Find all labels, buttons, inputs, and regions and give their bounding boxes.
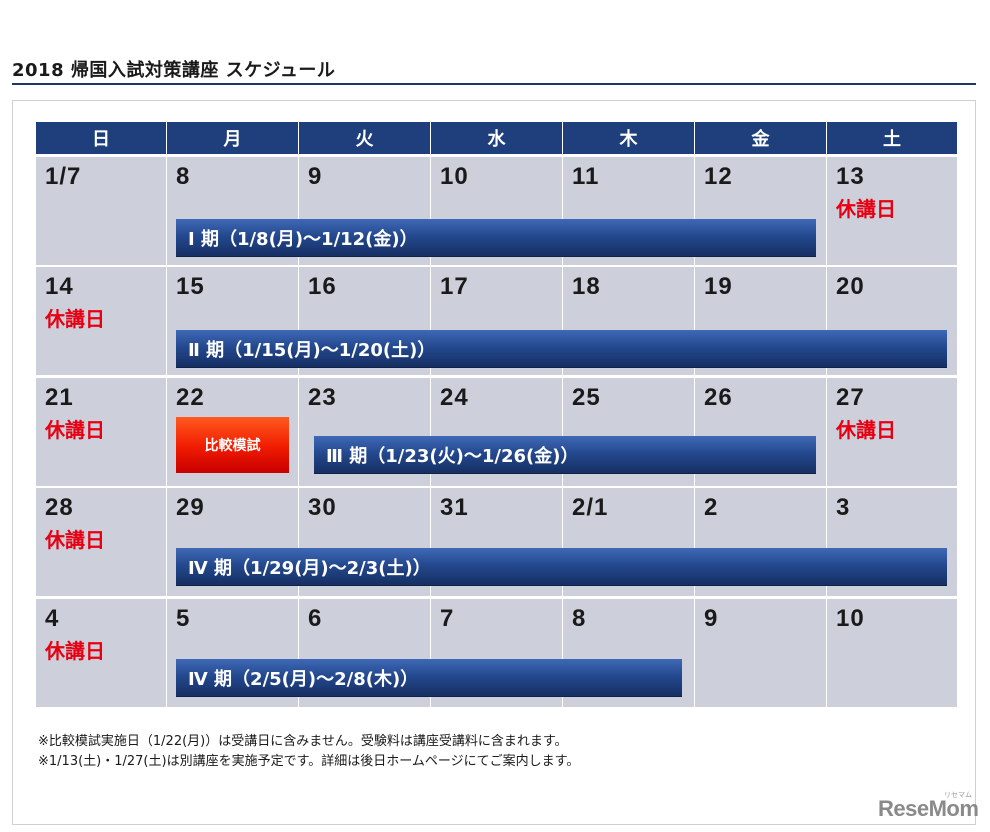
calendar-day-cell: 14 休講日: [36, 267, 166, 375]
weekday-header: 土: [827, 122, 957, 154]
calendar-day-cell: 27 休講日: [827, 378, 957, 486]
course-period-bar: Ⅰ 期（1/8(月)〜1/12(金)）: [176, 219, 816, 257]
day-number: 10: [440, 163, 469, 190]
closed-day-label: 休講日: [45, 307, 105, 331]
day-number: 26: [704, 384, 733, 411]
day-number: 31: [440, 494, 469, 521]
day-number: 6: [308, 605, 323, 632]
calendar-day-cell: 10: [827, 599, 957, 707]
day-number: 5: [176, 605, 191, 632]
closed-day-label: 休講日: [45, 418, 105, 442]
schedule-calendar: 日月火水木金土 1/7 8 9 10 11 12 13 休講日 14 休講日 15 16 17 18 19 20…: [36, 122, 957, 709]
day-number: 24: [440, 384, 469, 411]
weekday-header: 金: [695, 122, 826, 154]
footnote-1: ※比較模試実施日（1/22(月)）は受講日に含みません。受験料は講座受講料に含ま…: [38, 734, 568, 749]
day-number: 23: [308, 384, 337, 411]
day-number: 9: [704, 605, 719, 632]
title-divider: [12, 83, 976, 85]
course-period-bar: Ⅱ 期（1/15(月)〜1/20(土)）: [176, 330, 947, 368]
day-number: 16: [308, 273, 337, 300]
day-number: 2: [704, 494, 719, 521]
course-period-bar: Ⅳ 期（1/29(月)〜2/3(土)）: [176, 548, 947, 586]
day-number: 1/7: [45, 163, 82, 190]
day-number: 20: [836, 273, 865, 300]
calendar-day-cell: 13 休講日: [827, 157, 957, 265]
weekday-header: 水: [431, 122, 562, 154]
content-frame: [12, 100, 976, 825]
calendar-day-cell: 9: [695, 599, 826, 707]
day-number: 8: [176, 163, 191, 190]
day-number: 3: [836, 494, 851, 521]
weekday-header: 日: [36, 122, 166, 154]
day-number: 22: [176, 384, 205, 411]
day-number: 21: [45, 384, 74, 411]
day-number: 12: [704, 163, 733, 190]
day-number: 17: [440, 273, 469, 300]
closed-day-label: 休講日: [836, 418, 896, 442]
closed-day-label: 休講日: [45, 639, 105, 663]
closed-day-label: 休講日: [836, 197, 896, 221]
day-number: 27: [836, 384, 865, 411]
course-period-bar: Ⅳ 期（2/5(月)〜2/8(木)）: [176, 659, 682, 697]
mock-exam-badge: 比較模試: [176, 417, 289, 473]
resemom-logo: ReseMom: [878, 796, 979, 821]
weekday-header: 月: [167, 122, 298, 154]
day-number: 2/1: [572, 494, 609, 521]
day-number: 14: [45, 273, 74, 300]
day-number: 4: [45, 605, 60, 632]
calendar-day-cell: 4 休講日: [36, 599, 166, 707]
day-number: 7: [440, 605, 455, 632]
footnote-2: ※1/13(土)・1/27(土)は別講座を実施予定です。詳細は後日ホームページに…: [38, 754, 580, 769]
calendar-day-cell: 1/7: [36, 157, 166, 265]
day-number: 29: [176, 494, 205, 521]
day-number: 18: [572, 273, 601, 300]
calendar-day-cell: 21 休講日: [36, 378, 166, 486]
day-number: 28: [45, 494, 74, 521]
day-number: 11: [572, 163, 600, 190]
course-period-bar: Ⅲ 期（1/23(火)〜1/26(金)）: [314, 436, 816, 474]
day-number: 15: [176, 273, 205, 300]
calendar-day-cell: 28 休講日: [36, 488, 166, 596]
page-title: 2018 帰国入試対策講座 スケジュール: [12, 60, 336, 81]
resemom-logo-kana: リセマム: [944, 791, 972, 799]
day-number: 25: [572, 384, 601, 411]
day-number: 10: [836, 605, 865, 632]
day-number: 13: [836, 163, 865, 190]
day-number: 9: [308, 163, 323, 190]
day-number: 8: [572, 605, 587, 632]
weekday-header: 木: [563, 122, 694, 154]
day-number: 30: [308, 494, 337, 521]
day-number: 19: [704, 273, 733, 300]
weekday-header: 火: [299, 122, 430, 154]
closed-day-label: 休講日: [45, 528, 105, 552]
